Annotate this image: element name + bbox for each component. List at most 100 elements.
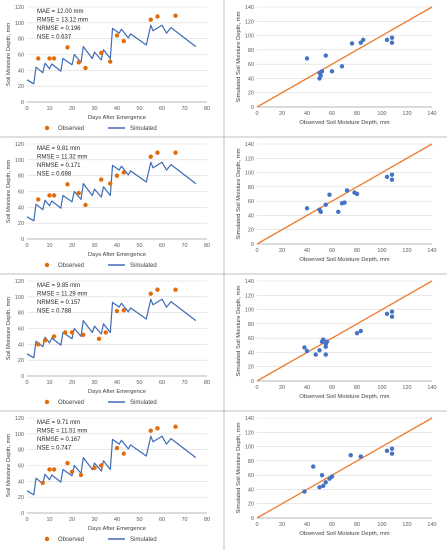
x-tick-label: 0 xyxy=(25,517,28,523)
stat-label: NSE = 0.698 xyxy=(37,172,72,178)
simulated-series-line xyxy=(26,161,197,222)
x-tick-label: 80 xyxy=(354,522,360,528)
x-tick-label: 0 xyxy=(255,248,258,254)
y-tick-label: 60 xyxy=(18,190,24,196)
observed-point xyxy=(155,150,160,155)
observed-point xyxy=(121,38,126,44)
stat-label: NRMSE = 0.157 xyxy=(37,300,81,306)
y-tick-label: 40 xyxy=(248,350,254,356)
observed-point xyxy=(155,14,160,19)
time-series-chart-row-1: 0 20 40 60 80 100 120 0 10 20 30 40 50 60 70 80 Days Aft… xyxy=(6,5,210,132)
y-tick-label: 0 xyxy=(251,242,254,248)
simulated-series-line xyxy=(26,298,197,359)
y-tick-label: 80 xyxy=(18,37,24,43)
x-tick-label: 0 xyxy=(255,522,258,528)
y-tick-label: 120 xyxy=(15,279,24,285)
y-tick-label: 60 xyxy=(248,473,254,479)
stat-label: RMSE = 11.29 mm xyxy=(37,292,87,298)
stat-label: NRMSE = 0.171 xyxy=(37,163,81,169)
y-tick-label: 60 xyxy=(18,464,24,470)
scatter-point xyxy=(317,348,322,353)
x-tick-label: 70 xyxy=(181,106,187,112)
x-tick-label: 80 xyxy=(354,385,360,391)
x-tick-label: 120 xyxy=(402,111,411,117)
x-tick-label: 80 xyxy=(204,106,210,112)
scatter-point xyxy=(358,454,363,459)
scatter-point xyxy=(344,188,350,193)
observed-point xyxy=(121,170,126,175)
y-tick-label: 140 xyxy=(245,416,254,422)
scatter-point xyxy=(389,177,395,182)
x-tick-label: 60 xyxy=(329,248,335,254)
scatter-point xyxy=(302,489,307,494)
x-tick-label: 70 xyxy=(181,380,187,386)
observed-point xyxy=(63,330,68,335)
observed-point xyxy=(99,50,104,56)
y-tick-label: 20 xyxy=(18,358,24,364)
x-tick-label: 80 xyxy=(204,517,210,523)
y-tick-label: 120 xyxy=(15,416,24,422)
stat-label: NSE = 0.637 xyxy=(37,35,72,41)
observed-point xyxy=(99,177,104,182)
x-tick-label: 20 xyxy=(279,111,285,117)
observed-point xyxy=(36,342,41,347)
observed-point xyxy=(173,13,178,18)
observed-point xyxy=(76,190,81,196)
legend-observed-marker xyxy=(44,125,50,131)
y-tick-label: 20 xyxy=(18,221,24,227)
x-axis-label: Days After Emergence xyxy=(88,115,146,121)
scatter-point xyxy=(384,448,390,454)
time-series-chart-row-4: 0 20 40 60 80 100 120 0 10 20 30 40 50 60 70 80 Days Aft… xyxy=(6,416,210,543)
y-tick-label: 40 xyxy=(248,213,254,219)
observed-point xyxy=(83,202,88,208)
observed-vs-simulated-scatter-row-4: 0 20 40 60 80 100 120 140 0 20 40 60 80 100 120 140 Obse… xyxy=(236,416,437,537)
x-tick-label: 30 xyxy=(91,517,97,523)
y-tick-label: 0 xyxy=(251,379,254,385)
x-tick-label: 80 xyxy=(354,111,360,117)
scatter-point xyxy=(329,69,335,74)
y-tick-label: 140 xyxy=(245,142,254,148)
x-tick-label: 30 xyxy=(91,106,97,112)
scatter-point xyxy=(384,37,390,43)
stat-label: NRMSE = 0.196 xyxy=(37,26,81,32)
scatter-point xyxy=(323,352,328,357)
observed-point xyxy=(114,173,120,178)
y-tick-label: 0 xyxy=(251,105,254,111)
scatter-point xyxy=(304,206,310,211)
observed-point xyxy=(92,465,97,471)
scatter-point xyxy=(348,452,353,458)
one-to-one-line xyxy=(256,280,433,382)
scatter-point xyxy=(302,345,307,350)
x-axis-label: Days After Emergence xyxy=(88,526,146,532)
y-tick-label: 100 xyxy=(245,34,254,40)
observed-point xyxy=(99,463,104,468)
x-tick-label: 20 xyxy=(279,248,285,254)
observed-point xyxy=(36,197,41,202)
scatter-point xyxy=(317,485,322,490)
observed-point xyxy=(83,65,88,71)
y-tick-label: 120 xyxy=(15,142,24,148)
stat-label: NSE = 0.788 xyxy=(37,309,72,315)
x-axis-label: Observed Soil Moisture Depth, mm xyxy=(299,531,389,537)
scatter-point xyxy=(349,41,355,46)
observed-point xyxy=(47,56,52,61)
time-series-chart-row-2: 0 20 40 60 80 100 120 0 10 20 30 40 50 60 70 80 Days Aft… xyxy=(6,142,210,269)
observed-point xyxy=(65,460,70,466)
stat-label: MAE = 9.81 mm xyxy=(37,146,80,152)
observed-point xyxy=(51,334,57,339)
stat-label: RMSE = 11.32 mm xyxy=(37,155,87,161)
y-tick-label: 0 xyxy=(251,516,254,522)
observed-vs-simulated-scatter-row-1: 0 20 40 60 80 100 120 140 0 20 40 60 80 100 120 140 Obse… xyxy=(236,5,437,126)
y-tick-label: 40 xyxy=(18,342,24,348)
observed-point xyxy=(65,45,70,50)
observed-point xyxy=(121,451,126,456)
y-tick-label: 20 xyxy=(248,365,254,371)
observed-point xyxy=(173,287,178,292)
x-tick-label: 30 xyxy=(91,380,97,386)
x-tick-label: 120 xyxy=(402,248,411,254)
one-to-one-line xyxy=(256,417,433,519)
scatter-point xyxy=(318,209,323,215)
stat-label: NRMSE = 0.167 xyxy=(37,437,81,443)
y-tick-label: 0 xyxy=(21,374,24,380)
